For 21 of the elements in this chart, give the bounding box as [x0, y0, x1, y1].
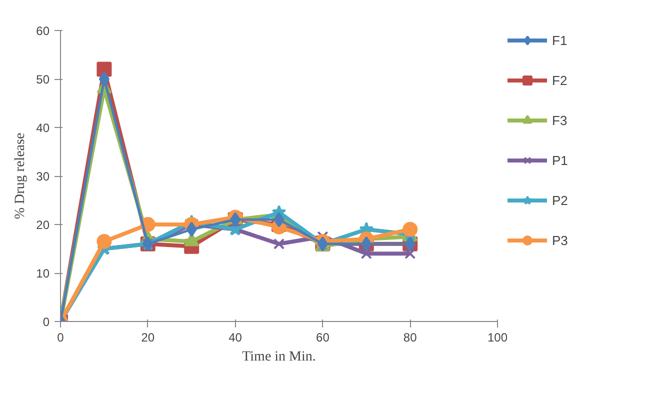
legend-label: F2 — [552, 72, 568, 88]
y-tick-label: 60 — [36, 24, 50, 38]
legend-label: P1 — [552, 152, 569, 168]
legend-label: F1 — [552, 32, 568, 48]
y-tick-label: 0 — [42, 315, 50, 329]
y-tick-label: 40 — [36, 121, 50, 135]
x-tick-label: 60 — [316, 330, 330, 344]
legend-label: F3 — [552, 112, 568, 128]
legend-label: P3 — [552, 232, 569, 248]
x-tick-label: 40 — [228, 330, 242, 344]
legend-label: P2 — [552, 192, 569, 208]
y-tick-label: 50 — [36, 72, 50, 86]
y-tick-label: 10 — [36, 266, 50, 280]
x-tick-label: 100 — [487, 330, 508, 344]
y-tick-label: 20 — [36, 218, 50, 232]
x-tick-label: 0 — [57, 330, 64, 344]
x-tick-label: 80 — [403, 330, 418, 344]
y-tick-label: 30 — [36, 170, 50, 184]
x-axis-title: Time in Min. — [242, 350, 316, 364]
y-axis-title: % Drug release — [13, 132, 28, 220]
x-tick-label: 20 — [141, 330, 155, 344]
